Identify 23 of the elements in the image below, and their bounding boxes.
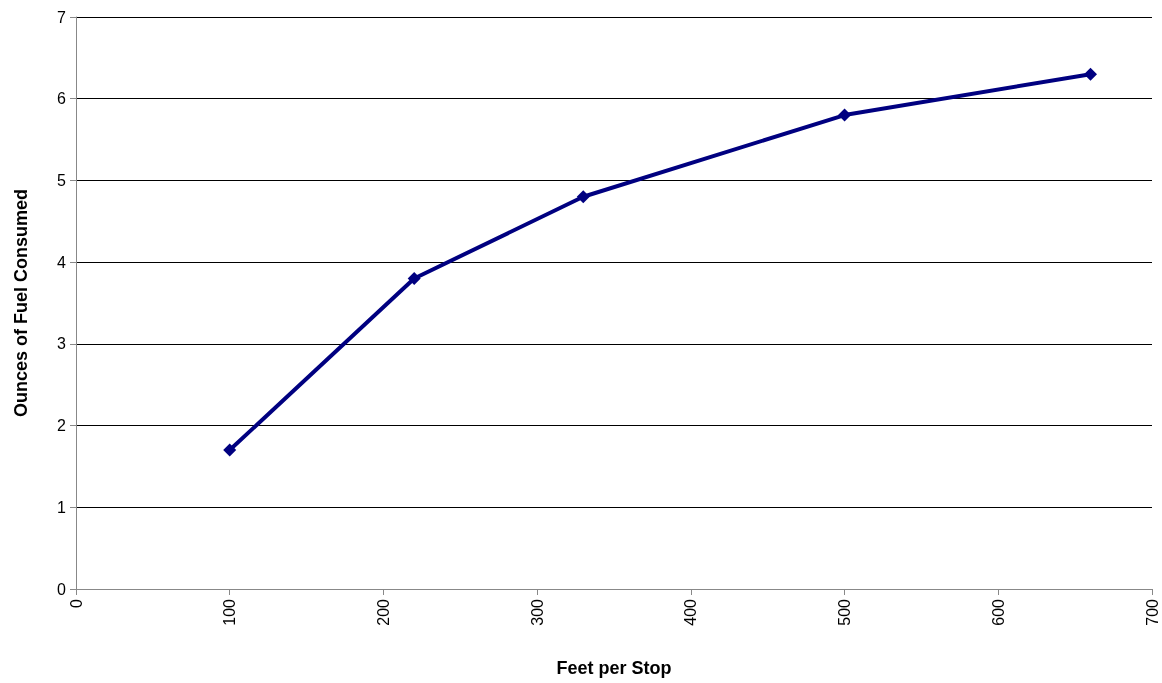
y-tick-label: 5	[57, 171, 67, 189]
y-tick-label: 6	[57, 90, 67, 108]
point	[223, 443, 237, 457]
y-tick-label: 0	[57, 580, 67, 598]
x-axis-title: Feet per Stop	[556, 658, 672, 678]
y-tick-label: 4	[57, 253, 67, 271]
y-tick-label: 2	[57, 417, 67, 435]
y-tick-label: 1	[57, 498, 67, 516]
y-axis-title: Ounces of Fuel Consumed	[11, 188, 31, 418]
x-tick-label: 300	[528, 598, 546, 626]
x-tick-label: 400	[682, 598, 700, 626]
x-tick-label: 100	[221, 598, 239, 626]
point	[576, 190, 590, 204]
y-tick-label: 7	[57, 8, 67, 26]
y-tick-label: 3	[57, 335, 67, 353]
x-tick-label: 600	[989, 598, 1007, 626]
point	[838, 108, 852, 122]
point	[1084, 67, 1098, 81]
x-tick-label: 700	[1143, 598, 1161, 626]
x-tick-label: 200	[374, 598, 392, 626]
point	[407, 271, 421, 285]
x-tick-label: 0	[67, 598, 85, 608]
x-tick-label: 500	[836, 598, 854, 626]
